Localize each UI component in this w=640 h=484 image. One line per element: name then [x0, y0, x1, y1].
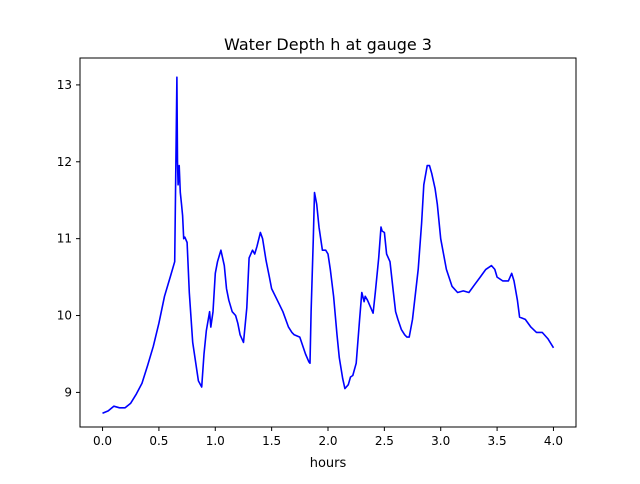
x-tick-label: 4.0 — [544, 434, 563, 448]
y-tick-label: 13 — [57, 78, 72, 92]
y-tick-label: 9 — [64, 385, 72, 399]
x-tick-label: 2.0 — [318, 434, 337, 448]
x-tick-label: 1.0 — [206, 434, 225, 448]
water-depth-line — [102, 76, 555, 414]
y-tick-label: 11 — [57, 232, 72, 246]
y-axis-ticks: 9 10 11 12 13 — [57, 78, 80, 399]
plot-area-frame — [79, 57, 577, 428]
x-tick-label: 3.5 — [488, 434, 507, 448]
x-tick-label: 0.0 — [93, 434, 112, 448]
y-tick-label: 12 — [57, 155, 72, 169]
x-tick-label: 3.0 — [431, 434, 450, 448]
x-axis-ticks: 0.0 0.5 1.0 1.5 2.0 2.5 3.0 3.5 4.0 — [93, 427, 563, 448]
y-tick-label: 10 — [57, 309, 72, 323]
x-tick-label: 0.5 — [149, 434, 168, 448]
x-tick-label: 2.5 — [375, 434, 394, 448]
x-tick-label: 1.5 — [262, 434, 281, 448]
x-axis-label: hours — [310, 456, 347, 471]
chart-title: Water Depth h at gauge 3 — [224, 35, 432, 54]
